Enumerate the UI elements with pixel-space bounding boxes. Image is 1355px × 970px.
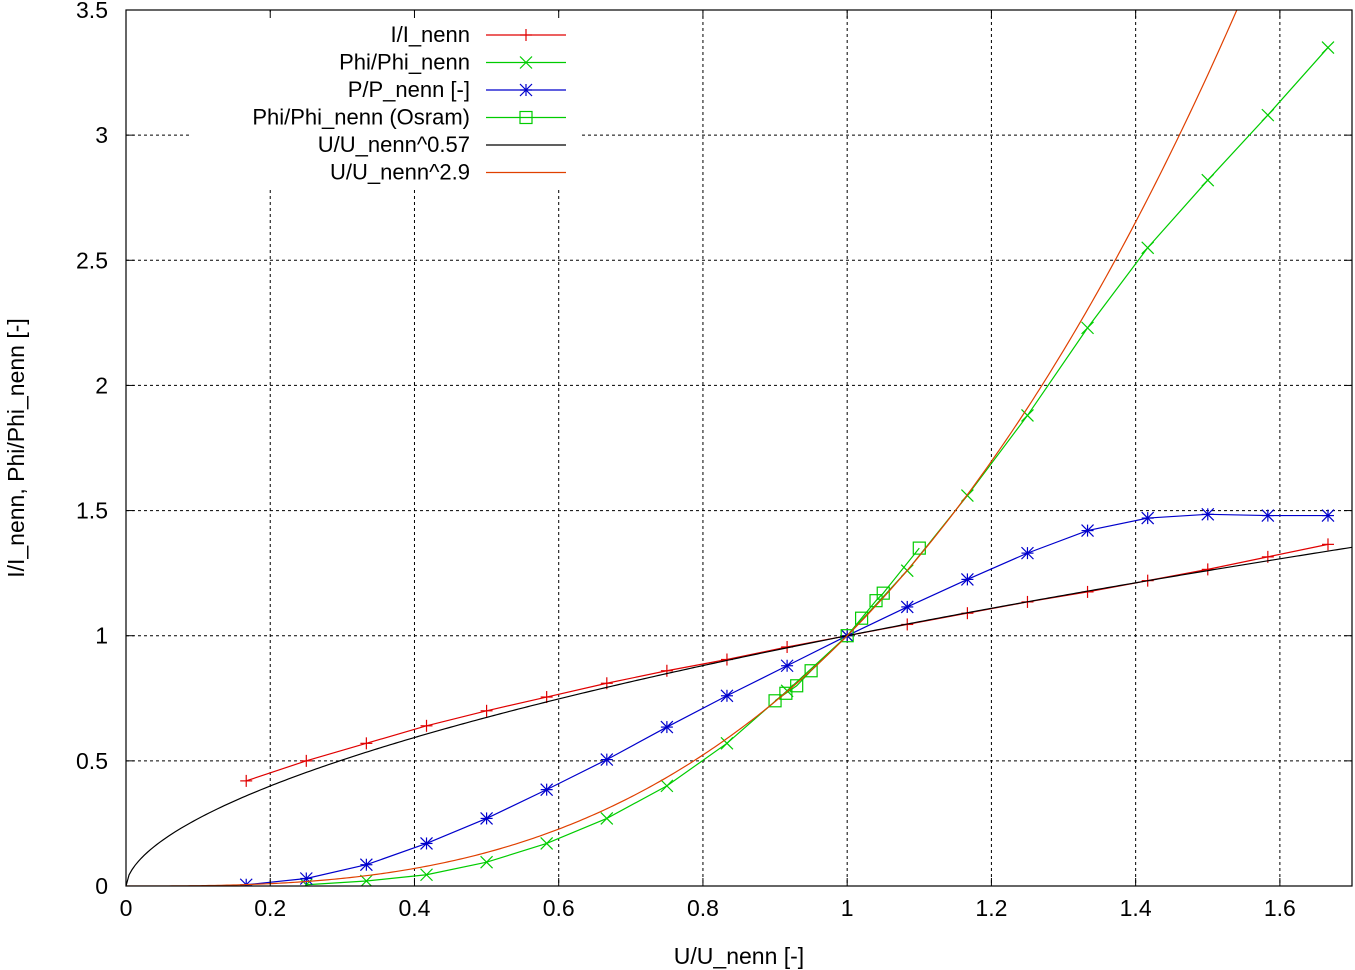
tick-labels: 0 0.2 0.4 0.6 0.8 1 1.2 1.4 1.6 0 0.5 1 1.5 2 2.5 3 3.5 xyxy=(76,0,1296,921)
data-point-i-i-nenn xyxy=(240,774,253,787)
data-point-phi-phi-nenn xyxy=(359,874,373,886)
data-point-phi-phi-nenn-osram xyxy=(876,586,890,600)
data-point-phi-phi-nenn xyxy=(1021,409,1034,422)
data-point-phi-phi-nenn-osram xyxy=(790,679,804,693)
x-tick-label: 0.8 xyxy=(687,895,719,921)
legend-marker-phi-phi-nenn xyxy=(519,56,533,69)
data-point-p-p-nenn xyxy=(299,872,313,885)
x-tick-label: 1 xyxy=(841,895,854,921)
data-point-p-p-nenn xyxy=(1261,509,1275,523)
data-point-p-p-nenn xyxy=(660,720,674,734)
data-point-i-i-nenn xyxy=(480,704,493,717)
data-point-p-p-nenn xyxy=(359,858,373,872)
data-point-phi-phi-nenn xyxy=(1261,108,1275,122)
data-point-p-p-nenn xyxy=(780,659,794,673)
legend-label-u-u-nenn-2-9: U/U_nenn^2.9 xyxy=(330,160,470,185)
data-point-phi-phi-nenn xyxy=(480,855,494,869)
data-point-p-p-nenn xyxy=(960,572,974,586)
data-point-p-p-nenn xyxy=(480,811,494,825)
x-axis-label: U/U_nenn [-] xyxy=(674,943,804,969)
y-tick-label: 1.5 xyxy=(76,498,108,524)
y-tick-label: 1 xyxy=(95,623,108,649)
y-axis-label: I/I_nenn, Phi/Phi_nenn [-] xyxy=(3,318,29,578)
series-line-u-u-nenn-0-57 xyxy=(126,546,1352,886)
data-point-phi-phi-nenn-osram xyxy=(768,694,782,708)
data-point-p-p-nenn xyxy=(1201,507,1215,521)
data-point-i-i-nenn xyxy=(300,754,313,767)
y-tick-label: 0.5 xyxy=(76,748,108,774)
series-line-phi-phi-nenn xyxy=(306,47,1329,886)
data-point-i-i-nenn xyxy=(660,664,673,677)
y-tick-label: 0 xyxy=(95,873,108,899)
data-point-p-p-nenn xyxy=(1021,546,1034,560)
legend-marker-phi-phi-nenn-osram xyxy=(519,110,533,125)
data-point-i-i-nenn xyxy=(540,691,553,704)
x-tick-label: 1.6 xyxy=(1264,895,1296,921)
series-line-u-u-nenn-2-9 xyxy=(126,10,1238,886)
data-point-phi-phi-nenn xyxy=(1201,173,1215,187)
data-point-phi-phi-nenn-osram xyxy=(854,611,869,625)
x-tick-label: 1.4 xyxy=(1120,895,1152,921)
data-point-p-p-nenn xyxy=(1141,511,1155,525)
plot-frame xyxy=(125,9,1353,887)
x-tick-label: 0.2 xyxy=(254,895,286,921)
data-point-phi-phi-nenn xyxy=(720,736,734,750)
data-point-phi-phi-nenn-osram xyxy=(869,594,883,608)
legend-label-i-i-nenn: I/I_nenn xyxy=(390,22,470,47)
legend-background xyxy=(190,12,580,189)
data-point-p-p-nenn xyxy=(720,689,734,703)
x-tick-label: 0 xyxy=(120,895,133,921)
axis-ticks xyxy=(125,9,1352,887)
data-point-phi-phi-nenn xyxy=(600,811,614,825)
legend-marker-i-i-nenn xyxy=(520,29,532,41)
data-point-phi-phi-nenn-osram xyxy=(779,686,793,700)
y-tick-label: 3.5 xyxy=(76,0,108,23)
grid-lines xyxy=(126,10,1352,886)
data-point-phi-phi-nenn-osram xyxy=(804,664,818,678)
x-tick-label: 0.6 xyxy=(543,895,575,921)
data-point-p-p-nenn xyxy=(1081,524,1094,538)
data-point-p-p-nenn xyxy=(1321,509,1335,523)
data-point-i-i-nenn xyxy=(360,737,373,750)
legend-label-u-u-nenn-0-57: U/U_nenn^0.57 xyxy=(318,132,470,157)
data-point-phi-phi-nenn xyxy=(1321,41,1335,54)
x-tick-label: 1.2 xyxy=(975,895,1007,921)
x-tick-label: 0.4 xyxy=(398,895,430,921)
y-tick-label: 2.5 xyxy=(76,247,108,273)
series-layer xyxy=(126,10,1352,886)
y-tick-label: 3 xyxy=(95,122,108,148)
legend-label-phi-phi-nenn: Phi/Phi_nenn xyxy=(339,50,470,75)
data-point-phi-phi-nenn xyxy=(660,779,674,793)
data-point-phi-phi-nenn xyxy=(420,868,433,882)
legend-label-p-p-nenn: P/P_nenn [-] xyxy=(348,77,470,102)
data-point-p-p-nenn xyxy=(900,600,914,614)
y-tick-label: 2 xyxy=(95,372,108,398)
data-point-phi-phi-nenn xyxy=(1081,321,1094,335)
data-point-p-p-nenn xyxy=(420,837,433,850)
data-point-p-p-nenn xyxy=(540,783,554,797)
data-point-i-i-nenn xyxy=(1321,538,1334,551)
data-point-phi-phi-nenn xyxy=(1141,241,1155,255)
data-point-phi-phi-nenn-osram xyxy=(840,629,854,643)
legend-marker-p-p-nenn xyxy=(519,83,533,97)
data-point-phi-phi-nenn xyxy=(540,837,554,850)
data-point-p-p-nenn xyxy=(600,753,614,767)
data-point-i-i-nenn xyxy=(420,719,433,732)
legend-label-phi-phi-nenn-osram: Phi/Phi_nenn (Osram) xyxy=(252,105,470,130)
